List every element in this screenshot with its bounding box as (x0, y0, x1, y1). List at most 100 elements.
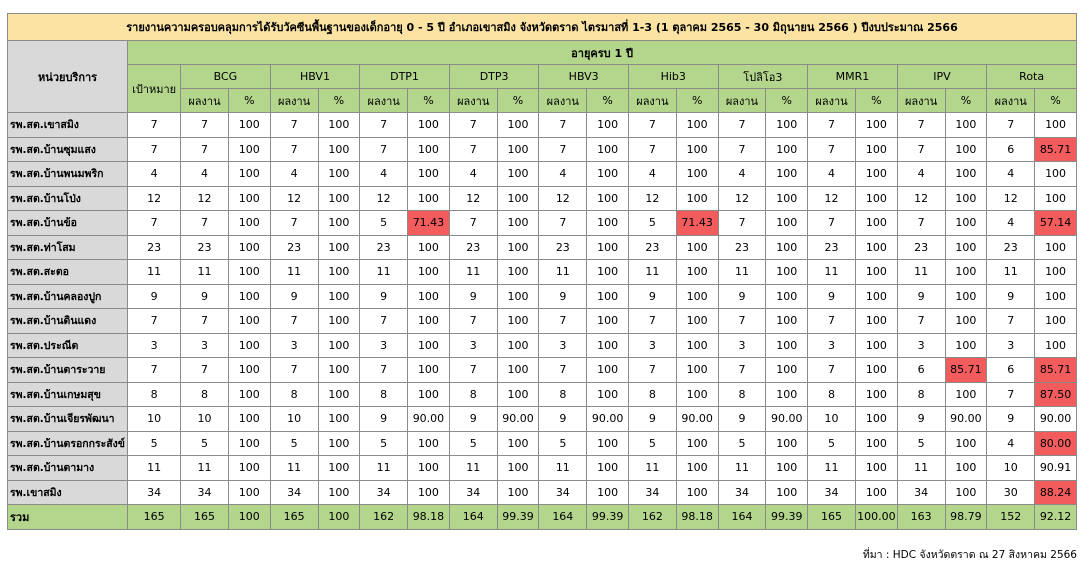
percent-cell: 100 (1034, 234, 1077, 260)
result-cell: 11 (269, 455, 319, 481)
result-cell: 30 (986, 479, 1036, 505)
percent-cell: 100 (675, 234, 719, 260)
percent-cell: 100 (944, 283, 988, 309)
percent-cell: 100 (765, 430, 809, 456)
table-row: รพ.สต.บ้านข้อ 7 7 100 7 100 5 71.43 7 100 7 100 5 71.… (6, 210, 1077, 236)
result-cell: 5 (269, 430, 319, 456)
percent-cell: 100 (854, 406, 898, 432)
percent-cell: 100 (944, 234, 988, 260)
percent-cell: 100 (944, 259, 988, 285)
result-cell: 7 (986, 381, 1036, 407)
percent-cell: 100 (765, 210, 809, 236)
percent-cell: 100 (407, 259, 450, 285)
percent-cell: 100 (586, 332, 629, 358)
percent-cell: 100 (496, 308, 540, 334)
percent-cell: 100 (227, 381, 271, 407)
percent-cell: 100 (496, 332, 540, 358)
result-cell: 8 (180, 381, 229, 407)
percent-cell: 100 (675, 455, 719, 481)
result-cell: 9 (986, 283, 1036, 309)
result-cell: 7 (807, 136, 856, 162)
result-cell: 11 (807, 455, 856, 481)
table-row: รพ.สต.เขาสมิง 7 7 100 7 100 7 100 7 100 7 100 7 100 7 1… (6, 112, 1077, 138)
table-row: รพ.สต.ประณีต 3 3 100 3 100 3 100 3 100 3 100 3 100 3 10… (6, 332, 1077, 358)
result-cell: 9 (986, 406, 1036, 432)
result-cell: 5 (538, 430, 588, 456)
vaccine-header: MMR1 (807, 64, 898, 89)
percent-cell: 100 (317, 136, 361, 162)
result-cell: 7 (717, 308, 767, 334)
percent-cell: 100 (586, 112, 629, 138)
unit-name-cell: รพ.สต.บ้านดินแดง (6, 308, 129, 334)
result-cell: 4 (359, 161, 409, 187)
result-cell: 165 (807, 504, 856, 530)
result-cell: 8 (269, 381, 319, 407)
table-row: รพ.สต.บ้านโป่ง 12 12 100 12 100 12 100 12 100 12 10… (6, 185, 1077, 211)
percent-cell: 100 (227, 161, 271, 187)
result-cell: 9 (807, 283, 856, 309)
result-cell: 34 (359, 479, 409, 505)
target-cell: 11 (127, 259, 182, 285)
percent-cell: 87.50 (1034, 381, 1077, 407)
target-cell: 7 (127, 357, 182, 383)
result-cell: 11 (627, 259, 677, 285)
unit-name-cell: รพ.สต.บ้านเจียรพัฒนา (6, 406, 129, 432)
result-cell: 4 (986, 161, 1036, 187)
percent-cell: 85.71 (1034, 136, 1077, 162)
target-cell: 3 (127, 332, 182, 358)
result-cell: 5 (627, 430, 677, 456)
percent-cell: 100 (317, 308, 361, 334)
result-cell: 10 (180, 406, 229, 432)
result-cell: 9 (627, 283, 677, 309)
percent-header: % (496, 88, 540, 113)
result-cell: 3 (896, 332, 946, 358)
percent-cell: 100 (317, 430, 361, 456)
result-cell: 12 (717, 185, 767, 211)
result-cell: 12 (986, 185, 1036, 211)
result-cell: 7 (896, 308, 946, 334)
percent-cell: 100 (586, 381, 629, 407)
percent-cell: 100 (227, 430, 271, 456)
result-cell: 7 (627, 308, 677, 334)
percent-cell: 100 (944, 479, 988, 505)
percent-cell: 100 (675, 185, 719, 211)
result-cell: 7 (807, 357, 856, 383)
result-cell: 3 (627, 332, 677, 358)
result-cell: 5 (448, 430, 498, 456)
percent-cell: 100 (496, 185, 540, 211)
percent-cell: 100 (496, 234, 540, 260)
percent-cell: 100 (227, 406, 271, 432)
result-cell: 11 (717, 455, 767, 481)
result-cell: 6 (986, 357, 1036, 383)
result-cell: 34 (538, 479, 588, 505)
result-cell: 8 (448, 381, 498, 407)
percent-cell: 98.18 (407, 504, 450, 530)
table-row: รพ.สต.บ้านคลองปูก 9 9 100 9 100 9 100 9 100 9 100 9 1… (6, 283, 1077, 309)
percent-cell: 71.43 (675, 210, 719, 236)
result-cell: 8 (896, 381, 946, 407)
percent-cell: 100 (765, 308, 809, 334)
result-cell: 11 (538, 455, 588, 481)
percent-cell: 100 (317, 479, 361, 505)
unit-name-cell: รพ.สต.สะตอ (6, 259, 129, 285)
result-cell: 23 (807, 234, 856, 260)
percent-cell: 100 (944, 381, 988, 407)
percent-cell: 100 (496, 381, 540, 407)
result-cell: 9 (359, 283, 409, 309)
percent-cell: 100 (854, 455, 898, 481)
vaccine-header: IPV (896, 64, 988, 89)
result-cell: 10 (269, 406, 319, 432)
vaccine-header: HBV1 (269, 64, 361, 89)
percent-cell: 100 (854, 283, 898, 309)
percent-cell: 90.00 (586, 406, 629, 432)
percent-cell: 100 (317, 504, 361, 530)
result-cell: 23 (717, 234, 767, 260)
result-cell: 3 (269, 332, 319, 358)
vaccine-header: DTP1 (359, 64, 450, 89)
percent-cell: 100 (765, 112, 809, 138)
percent-cell: 100 (854, 112, 898, 138)
percent-cell: 90.00 (765, 406, 809, 432)
result-cell: 3 (717, 332, 767, 358)
percent-cell: 100 (227, 259, 271, 285)
result-cell: 11 (627, 455, 677, 481)
